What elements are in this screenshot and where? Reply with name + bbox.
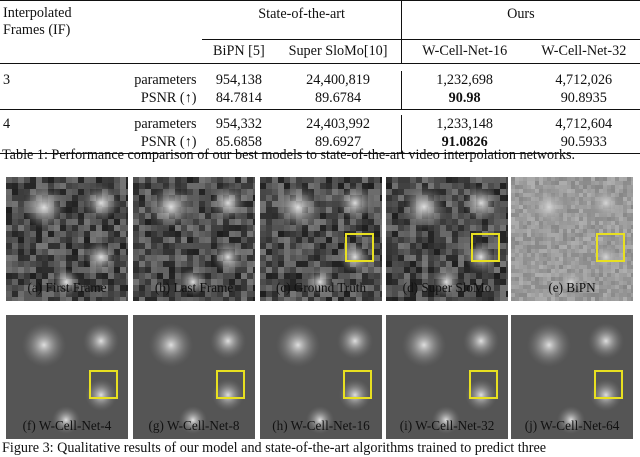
results-table: Interpolated Frames (IF) State-of-the-ar… — [0, 0, 640, 154]
if-value — [0, 89, 108, 109]
if-value: 4 — [0, 115, 108, 133]
subfigure-label: (e) BiPN — [508, 280, 636, 296]
subfigure-label: (f) W-Cell-Net-4 — [3, 418, 131, 434]
method-bipn: BiPN [5] — [202, 39, 275, 63]
method-wcell-32: W-Cell-Net-32 — [528, 39, 640, 63]
cell: 1,232,698 — [401, 71, 527, 89]
subfigure-label: (i) W-Cell-Net-32 — [383, 418, 511, 434]
subfigure-label: (a) First Frame — [3, 280, 131, 296]
metric-label: parameters — [108, 115, 203, 133]
subfigure-label: (g) W-Cell-Net-8 — [130, 418, 258, 434]
cell: 954,332 — [202, 115, 275, 133]
subfigure-label: (j) W-Cell-Net-64 — [508, 418, 636, 434]
subfigure-label: (h) W-Cell-Net-16 — [257, 418, 385, 434]
cell: 90.8935 — [528, 89, 640, 109]
cell: 4,712,604 — [528, 115, 640, 133]
header-if-line2: Frames (IF) — [3, 22, 108, 39]
table-caption: Table 1: Performance comparison of our b… — [2, 147, 575, 164]
method-super-slomo: Super SloMo[10] — [275, 39, 401, 63]
metric-label: PSNR (↑) — [108, 89, 203, 109]
subfigure-label: (d) Super SloMo — [383, 280, 511, 296]
cell: 24,403,992 — [275, 115, 401, 133]
if-value: 3 — [0, 71, 108, 89]
cell-best: 90.98 — [401, 89, 527, 109]
header-ours: Ours — [507, 6, 535, 22]
cell: 84.7814 — [202, 89, 275, 109]
subfigure-label: (b) Last Frame — [130, 280, 258, 296]
header-if-line1: Interpolated — [3, 5, 108, 22]
header-sota: State-of-the-art — [258, 6, 345, 22]
cell: 1,233,148 — [401, 115, 527, 133]
cell: 24,400,819 — [275, 71, 401, 89]
subfigure-label: (c) Ground Truth — [257, 280, 385, 296]
cell: 954,138 — [202, 71, 275, 89]
cell: 4,712,026 — [528, 71, 640, 89]
figure-caption: Figure 3: Qualitative results of our mod… — [2, 440, 546, 457]
method-wcell-16: W-Cell-Net-16 — [401, 39, 527, 63]
metric-label: parameters — [108, 71, 203, 89]
cell: 89.6784 — [275, 89, 401, 109]
header-if: Interpolated Frames (IF) — [0, 1, 108, 40]
